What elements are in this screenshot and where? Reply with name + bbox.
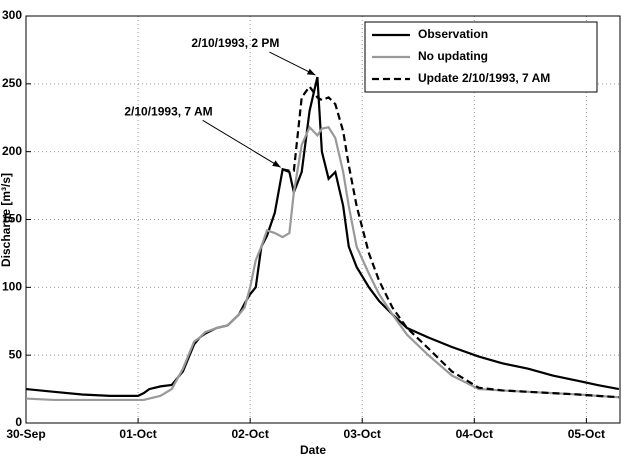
series-line: [282, 84, 619, 399]
x-tick-label: 05-Oct: [568, 427, 605, 441]
y-tick-label: 0: [15, 415, 22, 429]
y-axis-label: Discharge [m³/s]: [0, 173, 13, 267]
annotation: 2/10/1993, 7 AM: [124, 104, 212, 118]
legend-label: Observation: [418, 27, 488, 41]
x-axis-label: Date: [300, 443, 326, 457]
x-tick-label: 01-Oct: [119, 427, 156, 441]
y-tick-label: 250: [2, 76, 22, 90]
annotation-arrow: [202, 119, 281, 168]
x-tick-label: 04-Oct: [456, 427, 493, 441]
annotation: 2/10/1993, 2 PM: [191, 36, 279, 50]
legend-label: Update 2/10/1993, 7 AM: [418, 71, 550, 85]
y-tick-label: 150: [2, 212, 22, 226]
y-tick-label: 50: [9, 347, 23, 361]
y-tick-label: 300: [2, 8, 22, 22]
x-tick-label: 02-Oct: [231, 427, 268, 441]
series-line: [25, 125, 619, 402]
plot-frame: [25, 15, 621, 424]
y-tick-label: 200: [2, 144, 22, 158]
y-tick-label: 100: [2, 280, 22, 294]
annotation-arrow: [269, 51, 316, 76]
x-tick-label: 30-Sep: [6, 427, 45, 441]
series-line: [25, 76, 620, 397]
x-tick-label: 03-Oct: [344, 427, 381, 441]
legend-label: No updating: [418, 49, 488, 63]
